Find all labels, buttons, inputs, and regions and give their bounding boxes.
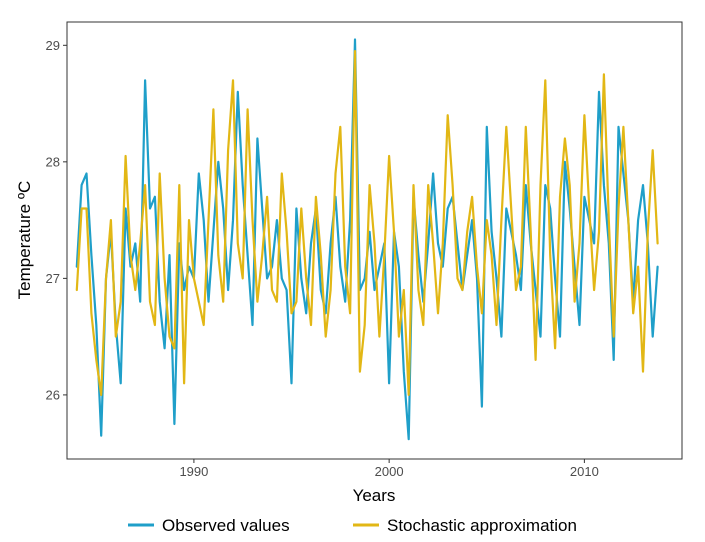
y-axis-title: Temperature ºC xyxy=(15,181,34,300)
x-axis-title: Years xyxy=(353,486,396,505)
legend-label: Observed values xyxy=(162,516,290,535)
series-group xyxy=(75,38,659,441)
x-tick-label: 2010 xyxy=(570,464,599,479)
y-tick-label: 27 xyxy=(46,271,60,286)
y-tick-label: 28 xyxy=(46,154,60,169)
x-tick-label: 2000 xyxy=(375,464,404,479)
x-axis: 1990 2000 2010 xyxy=(179,459,599,479)
y-tick-label: 26 xyxy=(46,387,60,402)
series-line-stochastic-approximation xyxy=(75,49,659,396)
y-tick-label: 29 xyxy=(46,38,60,53)
y-axis: 26 27 28 29 xyxy=(46,38,67,402)
legend: Observed values Stochastic approximation xyxy=(128,516,577,535)
x-tick-label: 1990 xyxy=(179,464,208,479)
legend-label: Stochastic approximation xyxy=(387,516,577,535)
